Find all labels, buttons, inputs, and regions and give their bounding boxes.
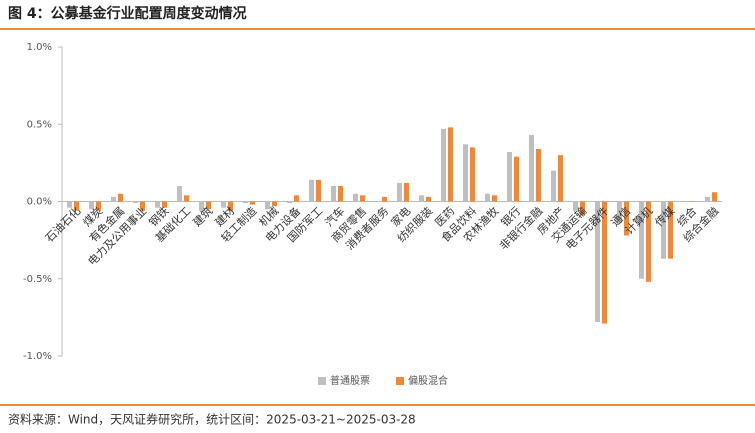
bar — [426, 196, 431, 202]
bar — [250, 201, 255, 205]
bar — [507, 152, 512, 202]
bar — [602, 201, 607, 324]
bar — [309, 179, 314, 202]
bar — [272, 201, 277, 207]
bar — [294, 195, 299, 202]
bar — [265, 201, 270, 210]
bar — [661, 201, 666, 259]
bar — [683, 201, 688, 202]
y-tick-label: 0.0% — [27, 197, 52, 208]
bar — [558, 155, 563, 202]
source-note: 资料来源：Wind，天风证券研究所，统计区间：2025-03-21~2025-0… — [8, 412, 416, 427]
bar — [580, 201, 585, 216]
bar — [199, 201, 204, 211]
bar — [67, 201, 72, 208]
bar — [492, 195, 497, 202]
bar — [287, 201, 292, 204]
bar — [74, 201, 79, 211]
bar — [463, 144, 468, 202]
bar — [228, 201, 233, 211]
bar — [485, 193, 490, 202]
bar — [331, 186, 336, 202]
bar — [404, 182, 409, 202]
bar — [551, 170, 556, 202]
bar — [397, 182, 402, 202]
bar — [529, 135, 534, 202]
bar — [140, 201, 145, 211]
legend-swatch — [318, 377, 326, 385]
bar — [470, 147, 475, 202]
bar — [536, 148, 541, 202]
bar — [360, 195, 365, 202]
bar — [624, 201, 629, 236]
x-tick-label: 建筑 — [190, 204, 215, 229]
bar — [712, 192, 717, 202]
bar — [382, 196, 387, 202]
bar — [206, 201, 211, 210]
bar — [177, 186, 182, 202]
bar — [221, 201, 226, 208]
bar — [441, 128, 446, 202]
bar — [118, 193, 123, 202]
y-tick-label: 1.0% — [27, 42, 52, 53]
bar — [419, 195, 424, 202]
bar — [316, 179, 321, 202]
bar — [338, 186, 343, 202]
bar — [690, 201, 695, 202]
bar — [595, 201, 600, 323]
y-tick-label: 0.5% — [27, 119, 52, 130]
bar — [133, 201, 138, 204]
bar — [617, 201, 622, 224]
chart-title: 图 4：公募基金行业配置周度变动情况 — [8, 5, 247, 22]
legend-swatch — [396, 377, 404, 385]
legend-label: 普通股票 — [330, 374, 370, 387]
legend-label: 偏股混合 — [408, 374, 448, 387]
bar — [514, 156, 519, 202]
bar — [375, 201, 380, 202]
x-tick-label: 石油石化 — [42, 204, 83, 245]
bar — [353, 193, 358, 202]
bar — [243, 201, 248, 204]
bar — [111, 196, 116, 202]
bar — [96, 201, 101, 211]
bar — [448, 127, 453, 202]
bar — [668, 201, 673, 259]
bar — [162, 201, 167, 208]
bar — [705, 196, 710, 202]
x-tick-label: 传媒 — [652, 205, 677, 230]
y-tick-label: -0.5% — [23, 274, 52, 285]
bar — [89, 201, 94, 210]
bar — [573, 201, 578, 211]
y-tick-label: -1.0% — [23, 351, 52, 362]
bar — [646, 201, 651, 282]
bar — [155, 201, 160, 208]
bar — [184, 195, 189, 202]
bar — [639, 201, 644, 279]
